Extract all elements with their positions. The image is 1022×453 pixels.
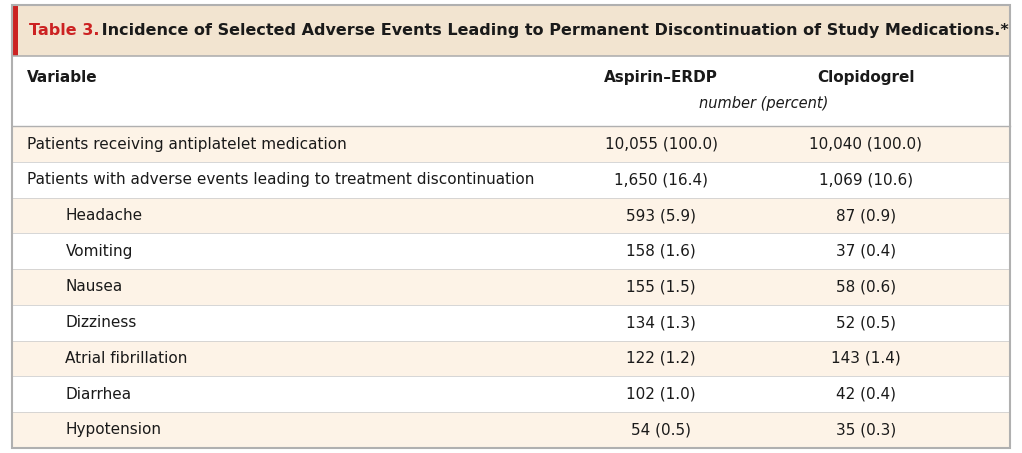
Text: 10,055 (100.0): 10,055 (100.0) [605, 137, 717, 152]
Text: 35 (0.3): 35 (0.3) [836, 422, 895, 437]
Text: 102 (1.0): 102 (1.0) [626, 386, 696, 401]
Text: 1,069 (10.6): 1,069 (10.6) [819, 173, 913, 188]
Bar [12, 341, 1010, 376]
Bar [12, 126, 1010, 162]
Bar [12, 376, 1010, 412]
Text: 158 (1.6): 158 (1.6) [626, 244, 696, 259]
Text: 87 (0.9): 87 (0.9) [836, 208, 895, 223]
Text: 1,650 (16.4): 1,650 (16.4) [614, 173, 708, 188]
Text: Atrial fibrillation: Atrial fibrillation [65, 351, 188, 366]
Bar [12, 233, 1010, 269]
Text: 593 (5.9): 593 (5.9) [626, 208, 696, 223]
Text: 52 (0.5): 52 (0.5) [836, 315, 895, 330]
Text: 143 (1.4): 143 (1.4) [831, 351, 900, 366]
Bar [12, 5, 1010, 56]
Text: 134 (1.3): 134 (1.3) [626, 315, 696, 330]
Text: Hypotension: Hypotension [65, 422, 161, 437]
Text: 10,040 (100.0): 10,040 (100.0) [809, 137, 922, 152]
Text: 37 (0.4): 37 (0.4) [836, 244, 895, 259]
Text: 58 (0.6): 58 (0.6) [836, 280, 895, 294]
Text: Aspirin–ERDP: Aspirin–ERDP [604, 69, 718, 85]
Text: 42 (0.4): 42 (0.4) [836, 386, 895, 401]
Bar [12, 5, 1010, 56]
Text: 122 (1.2): 122 (1.2) [626, 351, 696, 366]
Text: Dizziness: Dizziness [65, 315, 137, 330]
Bar [12, 162, 1010, 198]
Text: Patients receiving antiplatelet medication: Patients receiving antiplatelet medicati… [27, 137, 346, 152]
Text: Patients with adverse events leading to treatment discontinuation: Patients with adverse events leading to … [27, 173, 533, 188]
Text: Diarrhea: Diarrhea [65, 386, 132, 401]
Bar [12, 412, 1010, 448]
Text: Incidence of Selected Adverse Events Leading to Permanent Discontinuation of Stu: Incidence of Selected Adverse Events Lea… [96, 23, 1009, 38]
Text: 54 (0.5): 54 (0.5) [632, 422, 691, 437]
Bar [12, 5, 18, 56]
Text: number (percent): number (percent) [699, 96, 828, 111]
Text: Variable: Variable [27, 69, 97, 85]
Text: Table 3.: Table 3. [29, 23, 99, 38]
Bar [12, 269, 1010, 305]
Text: 155 (1.5): 155 (1.5) [626, 280, 696, 294]
Bar [12, 198, 1010, 233]
Text: Nausea: Nausea [65, 280, 123, 294]
Text: Vomiting: Vomiting [65, 244, 133, 259]
Text: Headache: Headache [65, 208, 142, 223]
Bar [12, 305, 1010, 341]
Text: Clopidogrel: Clopidogrel [817, 69, 915, 85]
Bar [12, 56, 1010, 126]
